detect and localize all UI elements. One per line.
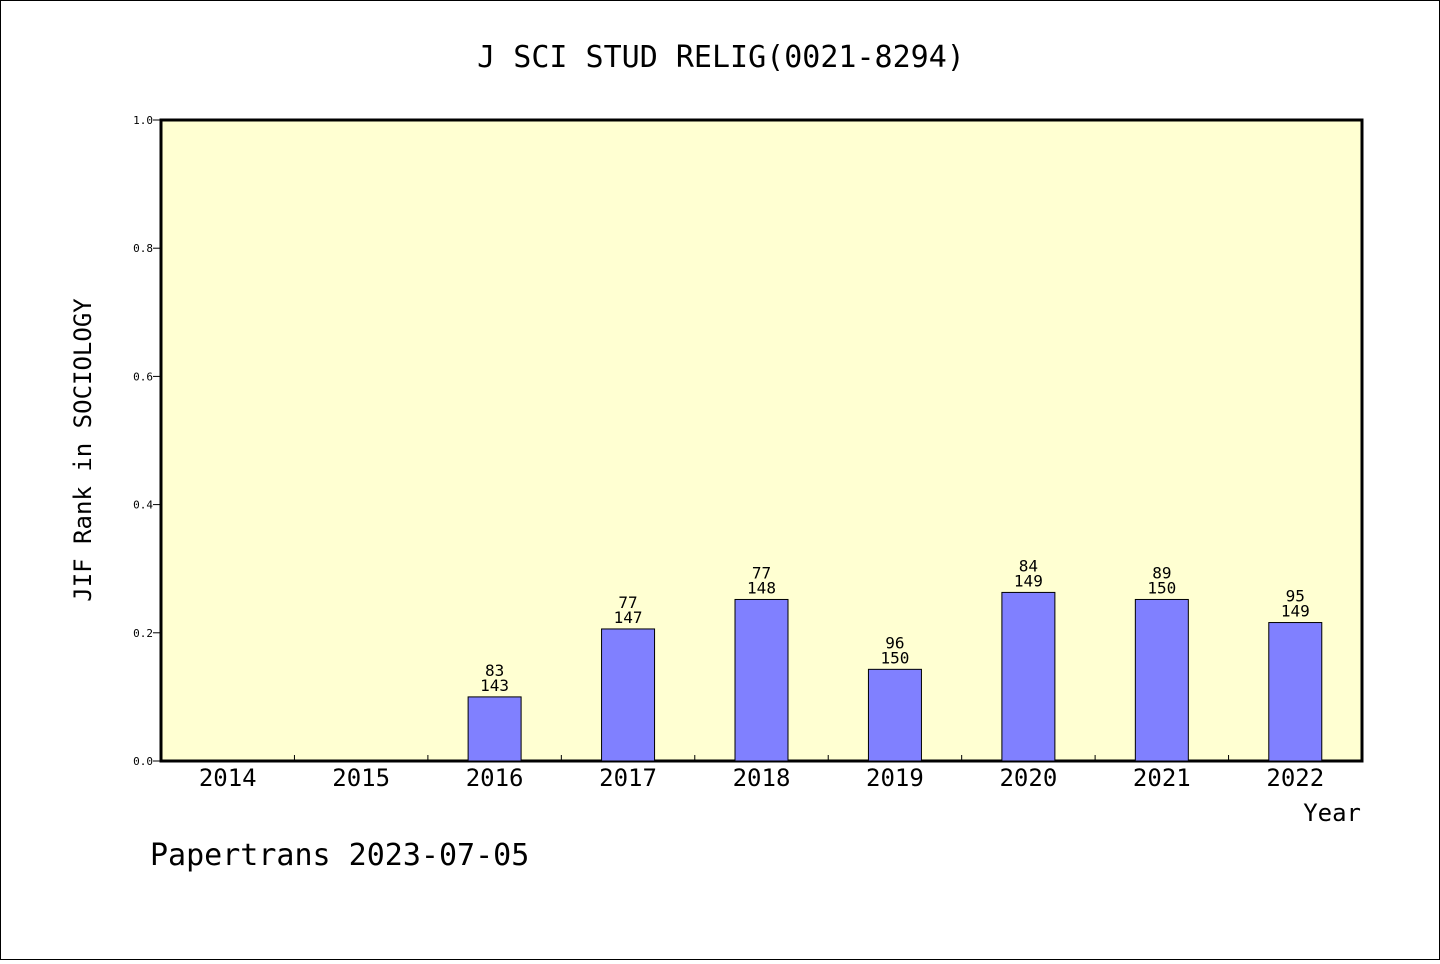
- y-tick-label: 0.6: [133, 370, 153, 383]
- x-tick-label: 2016: [466, 764, 524, 792]
- bar-rank-label: 83: [485, 661, 504, 680]
- footer-watermark: Papertrans 2023-07-05: [150, 838, 529, 873]
- x-tick-label: 2020: [999, 764, 1057, 792]
- bar-total-label: 149: [1281, 602, 1310, 621]
- y-tick-label: 0.0: [133, 755, 153, 768]
- bar-2017: [601, 628, 656, 762]
- y-axis-ticks: 0.0 0.2 0.4 0.6 0.8 1.0: [133, 114, 161, 768]
- x-axis-ticks: 2014 2015 2016 2017 2018 2019 2020 2021 2022: [199, 755, 1324, 792]
- x-tick-label: 2022: [1266, 764, 1324, 792]
- bar-2016: [467, 696, 522, 762]
- y-tick-label: 0.8: [133, 242, 153, 255]
- chart-title: J SCI STUD RELIG(0021-8294): [477, 40, 965, 75]
- bar-total-label: 148: [747, 578, 776, 597]
- y-axis-label: JIF Rank in SOCIOLOGY: [69, 298, 97, 602]
- bar-rank-label: 84: [1019, 556, 1038, 575]
- x-tick-label: 2019: [866, 764, 924, 792]
- x-axis-label: Year: [1303, 799, 1361, 827]
- bar-rank-label: 96: [885, 633, 904, 652]
- x-tick-label: 2021: [1133, 764, 1191, 792]
- x-tick-label: 2018: [733, 764, 791, 792]
- bar-total-label: 150: [880, 648, 909, 667]
- bar-total-label: 149: [1014, 571, 1043, 590]
- bar-rank-label: 77: [752, 563, 771, 582]
- y-tick-label: 1.0: [133, 114, 153, 127]
- bar-total-label: 143: [480, 676, 509, 695]
- bar-2020: [1001, 591, 1056, 762]
- bar-2022: [1268, 622, 1323, 762]
- bar-2021: [1134, 598, 1189, 762]
- bars: [467, 591, 1323, 762]
- x-tick-label: 2015: [332, 764, 390, 792]
- y-tick-label: 0.2: [133, 627, 153, 640]
- bar-total-label: 150: [1147, 578, 1176, 597]
- bar-rank-label: 89: [1152, 563, 1171, 582]
- bar-rank-label: 95: [1286, 587, 1305, 606]
- x-tick-label: 2017: [599, 764, 657, 792]
- bar-2019: [867, 668, 922, 762]
- y-tick-label: 0.4: [133, 499, 153, 512]
- x-tick-label: 2014: [199, 764, 257, 792]
- bar-total-label: 147: [614, 608, 643, 627]
- bar-rank-label: 77: [618, 593, 637, 612]
- bar-2018: [734, 598, 789, 762]
